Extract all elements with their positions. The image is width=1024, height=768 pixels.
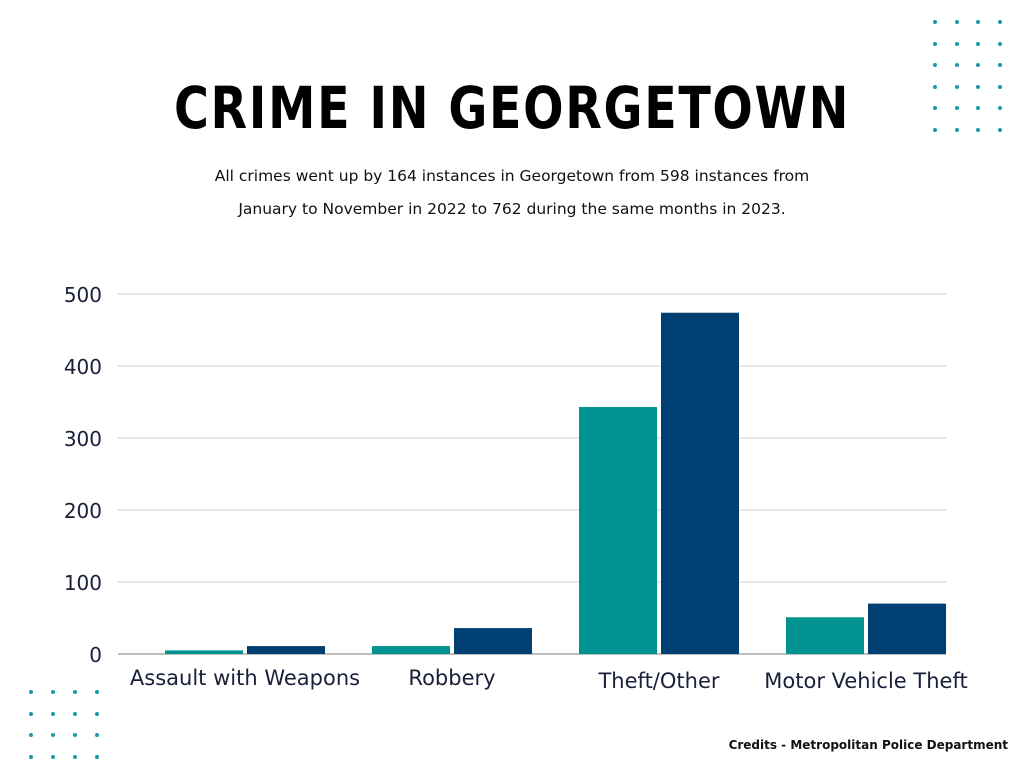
decorative-dot [933,20,937,24]
decorative-dot [976,41,980,46]
page-title: CRIME IN GEORGETOWN [173,74,851,142]
decorative-dot [29,711,33,716]
bar [247,646,325,654]
decorative-dot [29,754,33,759]
y-tick-label: 100 [64,571,102,595]
decorative-dot [933,127,937,132]
decorative-dot [95,711,99,716]
decorative-dot [976,63,980,67]
decorative-dot [933,84,937,89]
y-tick-label: 500 [64,283,102,307]
decorative-dot [95,690,99,694]
decorative-dot [954,127,959,132]
decorative-dot [954,63,959,67]
decorative-dot [29,733,33,737]
subtitle: All crimes went up by 164 instances in G… [112,160,912,226]
x-category-label: Assault with Weapons [130,666,360,690]
decorative-dot [73,733,77,737]
decorative-dot [954,106,959,110]
bar [579,407,657,654]
decorative-dot [29,690,33,694]
decorative-dot [997,41,1002,46]
decorative-dot [954,20,959,24]
decorative-dot [95,733,99,737]
decorative-dot [73,754,77,759]
decorative-dot [997,106,1002,110]
decorative-dot [51,711,55,716]
subtitle-line-1: All crimes went up by 164 instances in G… [214,167,810,185]
decorative-dot [73,711,77,716]
decorative-dot [51,754,55,759]
decorative-dot [997,127,1002,132]
decorative-dot [997,63,1002,67]
x-category-label: Theft/Other [597,669,719,693]
decorative-dot [976,20,980,24]
subtitle-line-2: January to November in 2022 to 762 durin… [238,200,786,218]
y-tick-label: 400 [64,355,102,379]
bar [165,650,243,654]
decorative-dot [933,106,937,110]
decorative-dot [976,84,980,89]
decorative-dot [95,754,99,759]
decorative-dot [51,733,55,737]
grid-layer [118,293,946,655]
decorative-dot [976,127,980,132]
bar [454,628,532,654]
decorative-dot [997,20,1002,24]
label-layer: 0 100 200 300 400 500 Assault with Weapons Robb… [64,283,968,693]
decorative-dot [976,106,980,110]
decorative-dot [933,41,937,46]
decorative-dot [51,690,55,694]
credits-text: Credits - Metropolitan Police Department [728,738,1008,752]
bar [661,312,739,654]
decorative-dot [73,690,77,694]
bar [868,603,946,654]
y-tick-label: 200 [64,499,102,523]
decorative-dot [997,84,1002,89]
x-category-label: Robbery [408,666,495,690]
x-category-label: Motor Vehicle Theft [764,669,967,693]
bar [372,646,450,654]
decorative-dot [954,41,959,46]
bar-layer [165,312,946,654]
decorative-dot [954,84,959,89]
decorative-dot [933,63,937,67]
bar [786,617,864,654]
y-tick-label: 300 [64,427,102,451]
y-tick-label: 0 [89,643,102,667]
